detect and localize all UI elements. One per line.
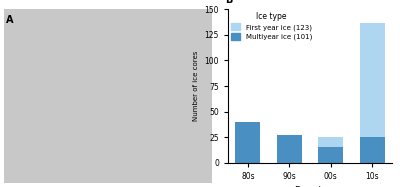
Bar — [318, 147, 343, 163]
Bar — [277, 135, 302, 163]
X-axis label: Decade: Decade — [294, 186, 326, 187]
Bar — [360, 137, 384, 163]
Legend: First year ice (123), Multiyear ice (101): First year ice (123), Multiyear ice (101… — [229, 11, 314, 42]
Bar — [236, 122, 260, 163]
Text: B: B — [225, 0, 232, 5]
Bar — [360, 23, 384, 137]
Text: A: A — [6, 15, 14, 24]
Y-axis label: Number of ice cores: Number of ice cores — [193, 51, 199, 121]
Bar — [318, 137, 343, 147]
